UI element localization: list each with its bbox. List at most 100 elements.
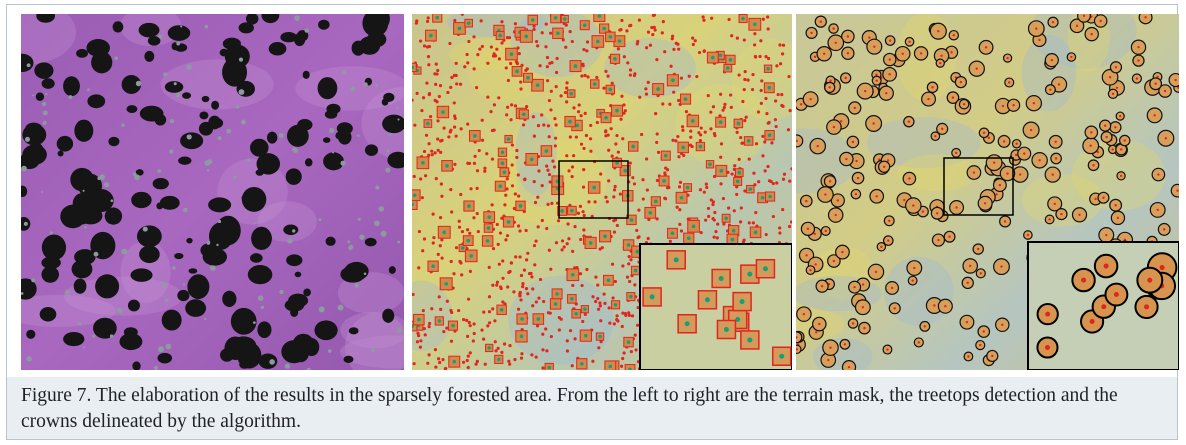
candidate-point bbox=[556, 57, 559, 60]
treetop-marker bbox=[671, 78, 675, 82]
tree-mask-blob bbox=[220, 49, 229, 57]
tree-mask-blob bbox=[42, 78, 55, 89]
treetop-marker bbox=[501, 161, 505, 165]
candidate-point bbox=[428, 45, 431, 48]
tree-mask-blob bbox=[174, 253, 183, 259]
candidate-point bbox=[517, 224, 520, 227]
mask-speckle bbox=[154, 366, 158, 370]
candidate-point bbox=[546, 169, 549, 172]
candidate-point bbox=[549, 32, 552, 35]
mask-speckle bbox=[186, 64, 191, 69]
tree-mask-blob bbox=[29, 143, 44, 159]
tree-mask-blob bbox=[119, 333, 142, 350]
candidate-point bbox=[541, 219, 544, 222]
candidate-point bbox=[766, 15, 769, 18]
candidate-point bbox=[541, 366, 544, 369]
candidate-point bbox=[501, 277, 504, 280]
mask-speckle bbox=[43, 110, 48, 115]
candidate-point bbox=[459, 83, 462, 86]
candidate-point bbox=[446, 91, 449, 94]
mask-speckle bbox=[239, 58, 243, 62]
treetop-marker bbox=[731, 238, 735, 242]
tree-mask-blob bbox=[203, 248, 227, 266]
candidate-point bbox=[705, 186, 708, 189]
candidate-point bbox=[654, 112, 657, 115]
treetop-marker bbox=[537, 317, 541, 321]
candidate-point bbox=[597, 308, 600, 311]
mask-speckle bbox=[239, 89, 245, 95]
candidate-point bbox=[770, 141, 773, 144]
crown-center bbox=[886, 348, 888, 350]
candidate-point bbox=[491, 307, 494, 310]
candidate-point bbox=[790, 220, 793, 223]
treetop-marker bbox=[500, 308, 504, 312]
candidate-point bbox=[759, 39, 762, 42]
mask-speckle bbox=[287, 238, 292, 243]
mask-speckle bbox=[293, 148, 298, 153]
candidate-point bbox=[501, 300, 504, 303]
crown-center bbox=[1164, 90, 1166, 92]
inset-marker bbox=[747, 337, 752, 342]
crown-center bbox=[1090, 145, 1092, 147]
candidate-point bbox=[677, 155, 680, 158]
candidate-point bbox=[537, 169, 540, 172]
tree-mask-blob bbox=[340, 266, 365, 283]
mask-speckle bbox=[319, 218, 322, 221]
mask-speckle bbox=[254, 222, 256, 224]
crown-center bbox=[955, 152, 957, 154]
candidate-point bbox=[765, 233, 768, 236]
treetop-marker bbox=[583, 307, 587, 311]
tree-mask-blob bbox=[267, 132, 277, 144]
candidate-point bbox=[650, 26, 653, 29]
tree-mask-blob bbox=[91, 51, 112, 73]
candidate-point bbox=[746, 79, 749, 82]
candidate-point bbox=[565, 100, 568, 103]
crown-center bbox=[845, 158, 847, 160]
candidate-point bbox=[559, 94, 562, 97]
mask-speckle bbox=[176, 42, 180, 46]
candidate-point bbox=[780, 104, 783, 107]
treetop-marker bbox=[498, 184, 502, 188]
treetop-marker bbox=[719, 54, 723, 58]
candidate-point bbox=[765, 112, 768, 115]
candidate-point bbox=[476, 53, 479, 56]
candidate-point bbox=[427, 142, 430, 145]
candidate-point bbox=[544, 45, 547, 48]
candidate-point bbox=[761, 135, 764, 138]
candidate-point bbox=[493, 319, 496, 322]
candidate-point bbox=[416, 332, 419, 335]
candidate-point bbox=[509, 118, 512, 121]
mask-speckle bbox=[279, 133, 284, 138]
mask-speckle bbox=[307, 368, 311, 372]
candidate-point bbox=[518, 255, 521, 258]
candidate-point bbox=[424, 333, 427, 336]
tree-mask-blob bbox=[36, 92, 44, 100]
crown-center bbox=[875, 74, 877, 76]
tree-mask-blob bbox=[231, 308, 257, 335]
candidate-point bbox=[676, 206, 679, 209]
candidate-point bbox=[467, 40, 470, 43]
candidate-point bbox=[499, 231, 502, 234]
treetop-marker bbox=[627, 243, 631, 247]
candidate-point bbox=[736, 131, 739, 134]
candidate-point bbox=[676, 43, 679, 46]
candidate-point bbox=[566, 349, 569, 352]
candidate-point bbox=[469, 270, 472, 273]
candidate-point bbox=[514, 255, 517, 258]
image-panel bbox=[21, 14, 454, 372]
inset-marker bbox=[685, 321, 690, 326]
candidate-point bbox=[534, 240, 537, 243]
crown-center bbox=[844, 343, 846, 345]
crown-center bbox=[864, 90, 866, 92]
candidate-point bbox=[534, 201, 537, 204]
candidate-point bbox=[450, 76, 453, 79]
mask-speckle bbox=[207, 169, 209, 171]
candidate-point bbox=[541, 333, 544, 336]
candidate-point bbox=[714, 230, 717, 233]
treetop-marker bbox=[417, 318, 421, 322]
mask-speckle bbox=[375, 84, 378, 87]
candidate-point bbox=[713, 132, 716, 135]
candidate-point bbox=[636, 324, 639, 327]
mask-speckle bbox=[174, 82, 177, 85]
crown-center bbox=[1154, 83, 1156, 85]
